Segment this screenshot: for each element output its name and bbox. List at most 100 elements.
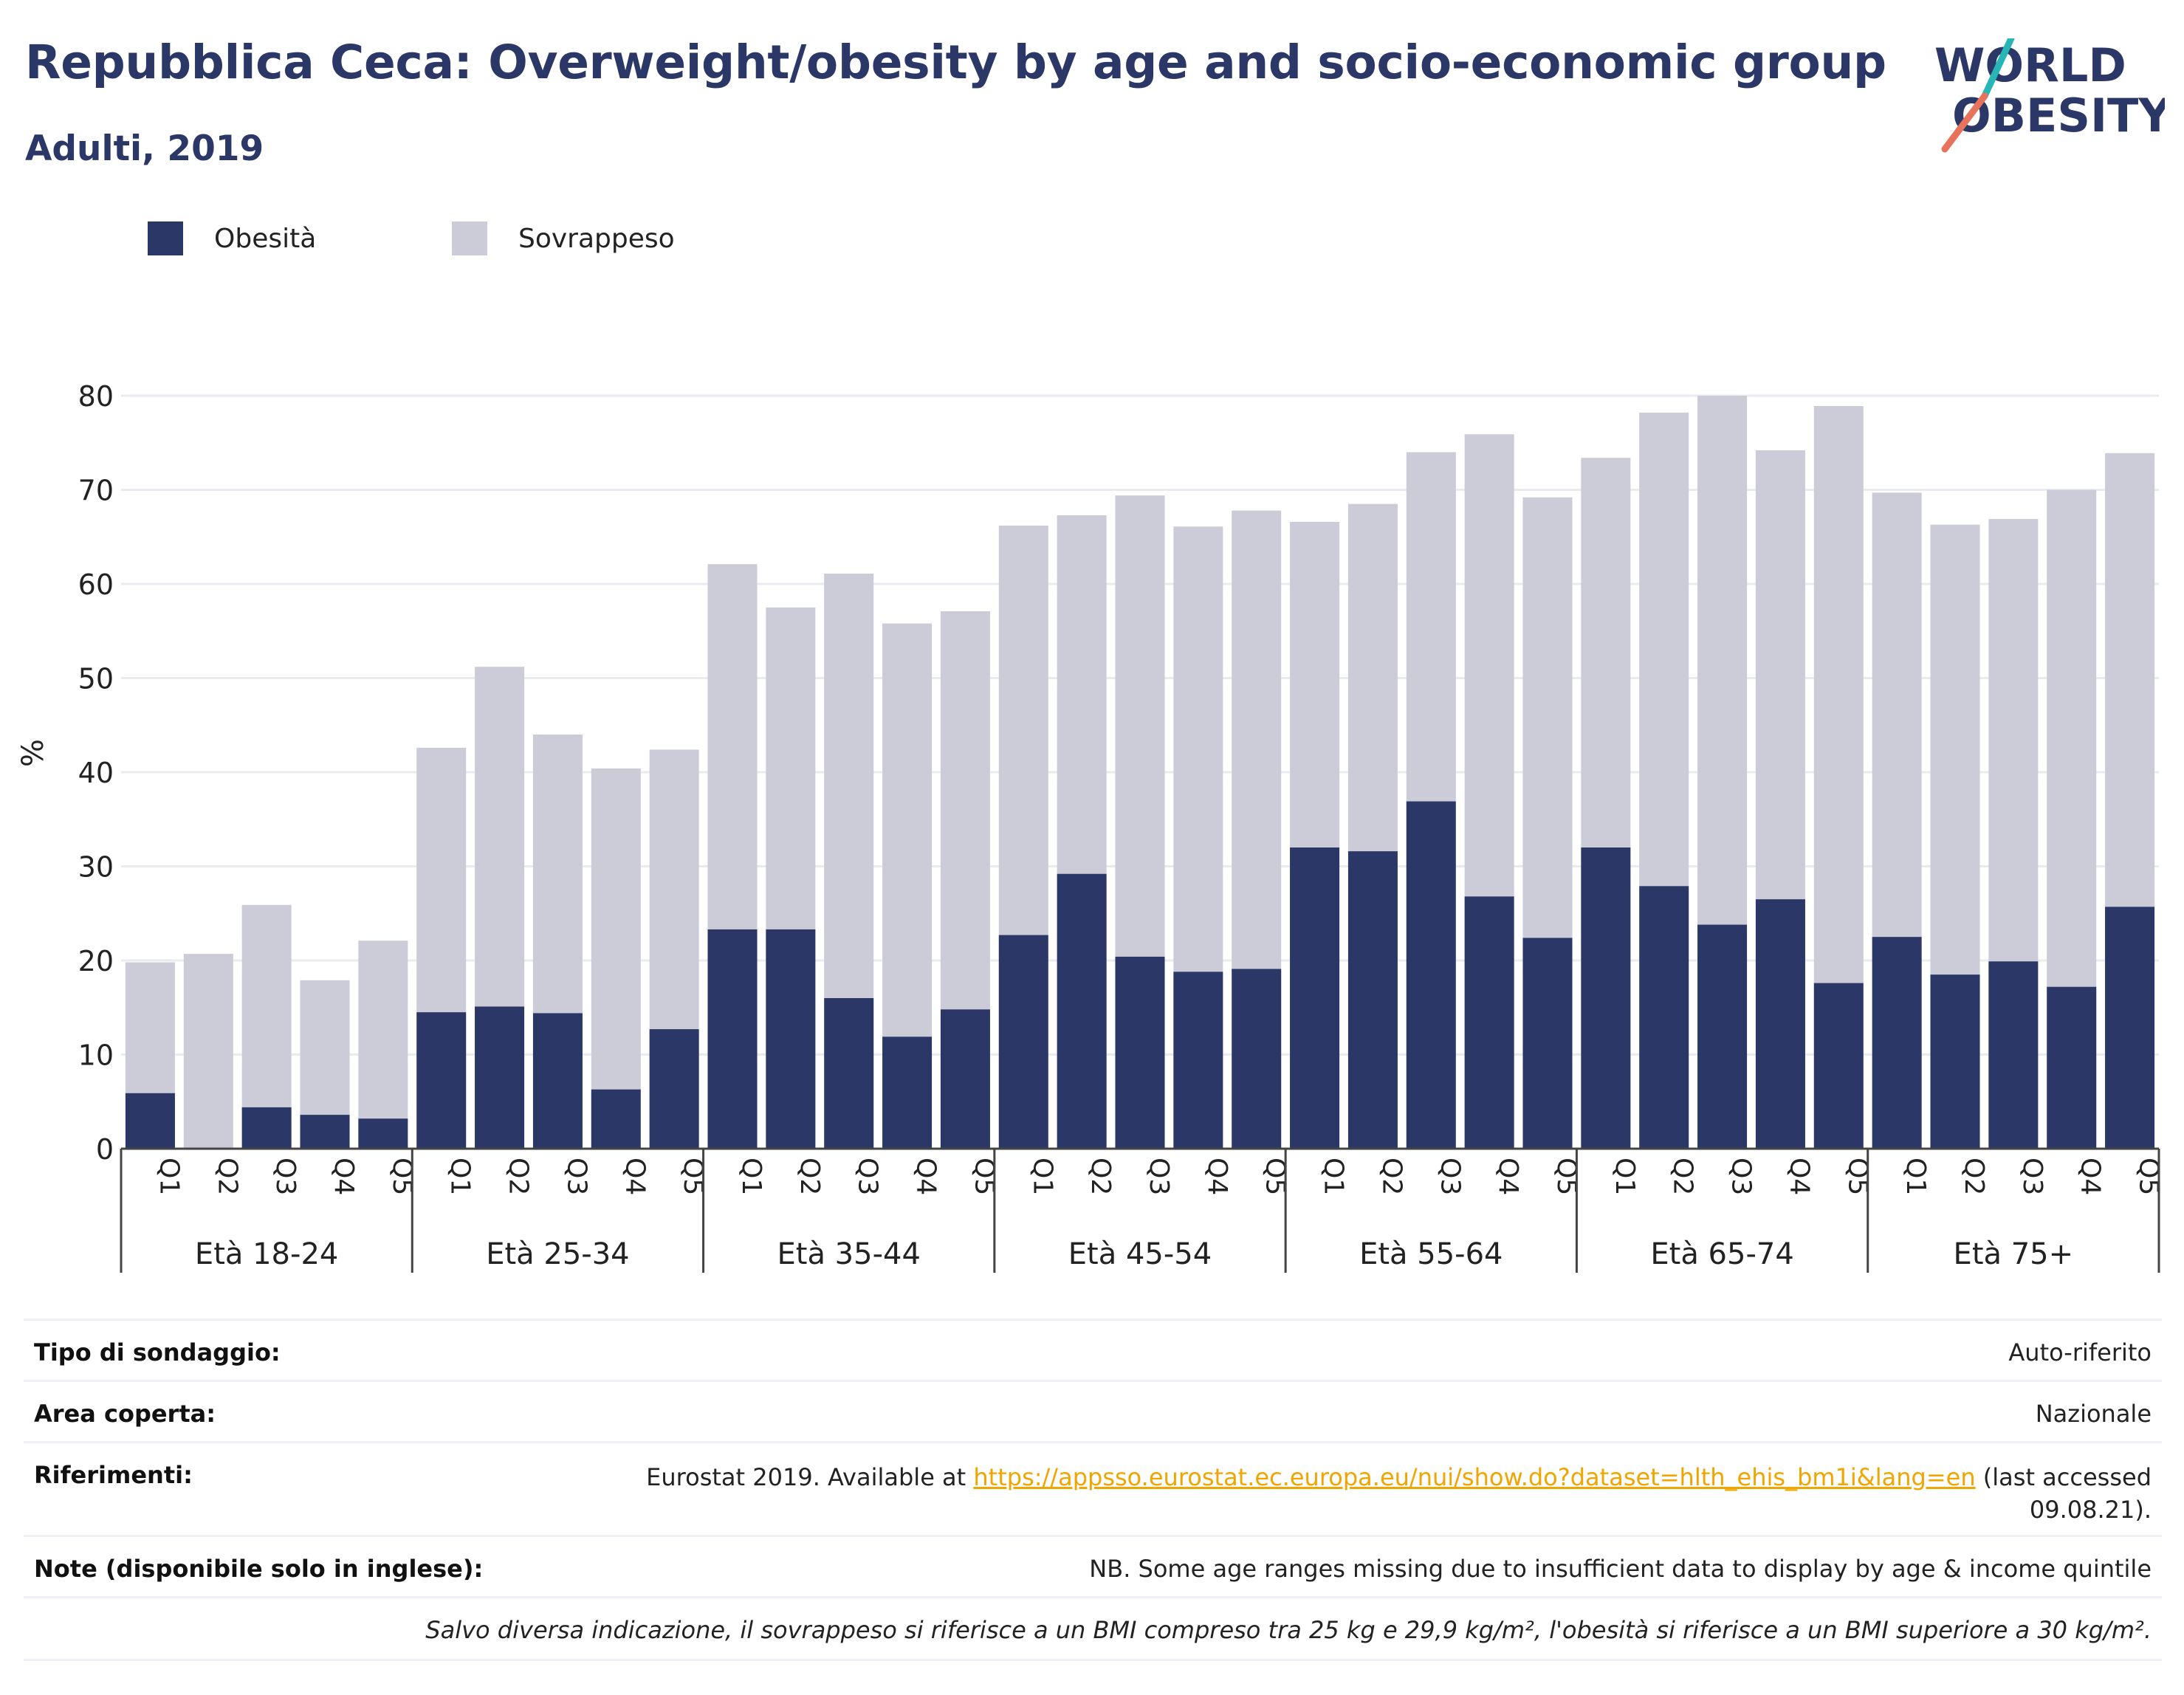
group-label: Età 25-34 xyxy=(486,1237,629,1271)
world-obesity-logo: WORLD OBESITY xyxy=(1934,38,2165,153)
chart-title: Repubblica Ceca: Overweight/obesity by a… xyxy=(25,35,1886,89)
group-label: Età 18-24 xyxy=(195,1237,338,1271)
bar-obesity xyxy=(1115,956,1165,1149)
info-row-definition: Salvo diversa indicazione, il sovrappeso… xyxy=(24,1596,2162,1661)
bar-obesity xyxy=(1290,848,1340,1149)
bar-obesity xyxy=(1639,886,1689,1149)
bar-obesity xyxy=(475,1006,525,1149)
references-value: Eurostat 2019. Available at https://apps… xyxy=(646,1461,2152,1526)
x-tick-label: Q2 xyxy=(1959,1158,1989,1195)
y-tick-label: 0 xyxy=(96,1133,114,1166)
bar-overweight xyxy=(1581,458,1631,848)
x-tick-label: Q2 xyxy=(212,1158,242,1195)
bar-overweight xyxy=(766,607,816,929)
bar-overweight xyxy=(1522,497,1573,938)
logo-slash-teal xyxy=(1981,38,2015,100)
x-tick-label: Q1 xyxy=(154,1158,184,1195)
bar-overweight xyxy=(1115,495,1165,957)
bar-overweight xyxy=(1930,524,1980,975)
legend-item-obesity: Obesità xyxy=(148,219,316,258)
group-label: Età 65-74 xyxy=(1650,1237,1793,1271)
bar-overweight xyxy=(882,623,933,1037)
x-tick-label: Q4 xyxy=(2075,1158,2106,1195)
y-tick-label: 50 xyxy=(78,663,114,695)
bar-overweight xyxy=(2047,489,2097,987)
legend-item-overweight: Sovrappeso xyxy=(452,219,675,258)
x-tick-label: Q4 xyxy=(329,1158,359,1195)
x-tick-label: Q3 xyxy=(1726,1158,1757,1195)
group-label: Età 45-54 xyxy=(1068,1237,1212,1271)
logo-text-world: WORLD xyxy=(1934,38,2126,92)
x-tick-label: Q2 xyxy=(504,1158,534,1195)
x-tick-label: Q3 xyxy=(853,1158,883,1195)
x-tick-label: Q1 xyxy=(1610,1158,1640,1195)
bar-obesity xyxy=(766,929,816,1149)
bar-overweight xyxy=(1464,434,1514,897)
bar-obesity xyxy=(882,1036,933,1149)
x-tick-label: Q2 xyxy=(1376,1158,1407,1195)
bar-overweight xyxy=(707,564,758,929)
bar-overweight xyxy=(241,904,292,1107)
logo-slash-coral xyxy=(1941,92,1988,153)
bar-overweight xyxy=(2105,453,2155,907)
bar-obesity xyxy=(1173,972,1223,1149)
bar-obesity xyxy=(1581,848,1631,1149)
bar-overweight xyxy=(475,667,525,1007)
references-link[interactable]: https://appsso.eurostat.ec.europa.eu/nui… xyxy=(973,1463,1976,1491)
bar-overweight xyxy=(1755,450,1805,900)
bar-obesity xyxy=(998,935,1048,1149)
bar-obesity xyxy=(1406,801,1456,1149)
x-tick-label: Q4 xyxy=(1202,1158,1232,1195)
bar-overweight xyxy=(1347,503,1398,852)
references-suffix: (last accessed xyxy=(1975,1463,2152,1491)
x-tick-label: Q1 xyxy=(1900,1158,1931,1195)
bar-obesity xyxy=(707,929,758,1149)
x-tick-label: Q2 xyxy=(1085,1158,1116,1195)
notes-label: Note (disponibile solo in inglese): xyxy=(34,1555,484,1583)
x-tick-label: Q3 xyxy=(561,1158,591,1195)
bar-overweight xyxy=(532,735,583,1014)
x-tick-label: Q2 xyxy=(1668,1158,1698,1195)
references-prefix: Eurostat 2019. Available at xyxy=(646,1463,974,1491)
bar-obesity xyxy=(1057,873,1107,1149)
group-label: Età 35-44 xyxy=(777,1237,921,1271)
x-tick-label: Q2 xyxy=(794,1158,825,1195)
bar-overweight xyxy=(1406,452,1456,802)
bar-obesity xyxy=(1522,938,1573,1149)
bar-obesity xyxy=(1988,961,2039,1149)
bar-overweight xyxy=(358,941,408,1119)
bar-obesity xyxy=(940,1009,990,1149)
references-line-1: Eurostat 2019. Available at https://apps… xyxy=(646,1461,2152,1493)
bar-obesity xyxy=(1930,974,1980,1149)
legend-label-overweight: Sovrappeso xyxy=(518,223,675,254)
legend-label-obesity: Obesità xyxy=(214,223,317,254)
bar-overweight xyxy=(1173,526,1223,972)
bar-obesity xyxy=(649,1029,699,1149)
x-tick-label: Q1 xyxy=(445,1158,475,1195)
bar-obesity xyxy=(416,1012,467,1149)
bar-overweight xyxy=(300,980,350,1115)
bar-obesity xyxy=(1232,969,1282,1149)
area-value: Nazionale xyxy=(2035,1400,2152,1428)
bar-overweight xyxy=(1988,519,2039,962)
info-row-notes: Note (disponibile solo in inglese): NB. … xyxy=(24,1535,2162,1596)
x-tick-label: Q1 xyxy=(1319,1158,1349,1195)
y-axis-title: % xyxy=(16,739,50,767)
bar-obesity xyxy=(1697,924,1748,1149)
bar-obesity xyxy=(824,998,874,1149)
bar-overweight xyxy=(1697,396,1748,925)
bar-overweight xyxy=(125,962,175,1093)
x-tick-label: Q4 xyxy=(619,1158,650,1195)
bar-obesity xyxy=(1813,983,1864,1149)
x-tick-label: Q3 xyxy=(1144,1158,1174,1195)
bar-obesity xyxy=(532,1013,583,1149)
bmi-definition-note: Salvo diversa indicazione, il sovrappeso… xyxy=(425,1616,2152,1644)
x-tick-label: Q3 xyxy=(2017,1158,2047,1195)
bar-obesity xyxy=(1755,899,1805,1149)
info-row-area: Area coperta: Nazionale xyxy=(24,1380,2162,1441)
bar-obesity xyxy=(591,1089,641,1149)
bar-overweight xyxy=(1232,510,1282,969)
notes-value: NB. Some age ranges missing due to insuf… xyxy=(1089,1555,2152,1583)
bar-overweight xyxy=(1639,412,1689,887)
